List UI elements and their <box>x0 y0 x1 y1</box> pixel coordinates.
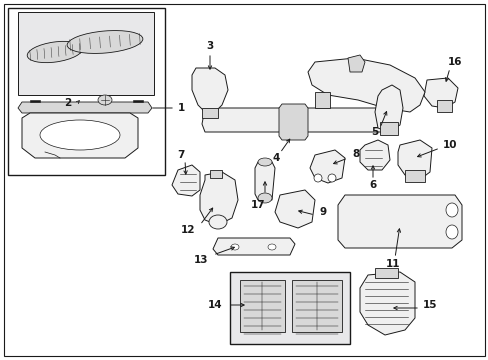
Polygon shape <box>314 92 329 108</box>
Ellipse shape <box>327 174 335 182</box>
Polygon shape <box>133 100 142 102</box>
Polygon shape <box>359 272 414 335</box>
Polygon shape <box>209 170 222 178</box>
Text: 5: 5 <box>370 127 378 137</box>
Polygon shape <box>374 268 397 278</box>
Polygon shape <box>404 170 424 182</box>
Text: 6: 6 <box>368 180 376 190</box>
Polygon shape <box>213 238 294 255</box>
Ellipse shape <box>40 120 120 150</box>
Ellipse shape <box>230 244 239 250</box>
Polygon shape <box>309 150 345 183</box>
Polygon shape <box>274 190 314 228</box>
Ellipse shape <box>313 174 321 182</box>
Text: 15: 15 <box>422 300 437 310</box>
Text: 13: 13 <box>193 255 207 265</box>
Polygon shape <box>200 172 238 225</box>
Polygon shape <box>172 165 200 196</box>
Text: 9: 9 <box>319 207 326 217</box>
Text: 1: 1 <box>178 103 185 113</box>
Polygon shape <box>254 162 274 200</box>
Ellipse shape <box>67 31 142 53</box>
Bar <box>229 272 349 344</box>
Bar <box>240 280 285 332</box>
Polygon shape <box>22 113 138 158</box>
Polygon shape <box>379 122 397 135</box>
Text: 14: 14 <box>207 300 222 310</box>
Text: 11: 11 <box>385 259 400 269</box>
Ellipse shape <box>445 203 457 217</box>
Bar <box>8 8 164 175</box>
Polygon shape <box>307 58 424 112</box>
Polygon shape <box>436 100 451 112</box>
Text: 4: 4 <box>272 153 279 163</box>
Polygon shape <box>279 104 307 140</box>
Text: 10: 10 <box>442 140 457 150</box>
Text: 8: 8 <box>351 149 359 159</box>
Text: 2: 2 <box>64 98 71 108</box>
Ellipse shape <box>98 95 112 105</box>
Text: 7: 7 <box>177 150 184 160</box>
Ellipse shape <box>27 41 82 63</box>
Bar <box>18 12 154 95</box>
Polygon shape <box>397 140 431 178</box>
Text: 17: 17 <box>250 200 265 210</box>
Text: 12: 12 <box>180 225 195 235</box>
Polygon shape <box>192 68 227 112</box>
Polygon shape <box>202 108 384 132</box>
Text: 3: 3 <box>206 41 213 51</box>
Polygon shape <box>423 78 457 108</box>
Polygon shape <box>202 108 218 118</box>
Ellipse shape <box>267 244 275 250</box>
Polygon shape <box>359 140 389 170</box>
Text: 16: 16 <box>447 57 461 67</box>
Ellipse shape <box>208 215 226 229</box>
Polygon shape <box>374 85 402 132</box>
Polygon shape <box>30 100 40 102</box>
Ellipse shape <box>445 225 457 239</box>
Bar <box>291 280 341 332</box>
Polygon shape <box>18 102 152 113</box>
Ellipse shape <box>258 193 271 203</box>
Polygon shape <box>347 55 364 72</box>
Polygon shape <box>337 195 461 248</box>
Ellipse shape <box>258 158 271 166</box>
